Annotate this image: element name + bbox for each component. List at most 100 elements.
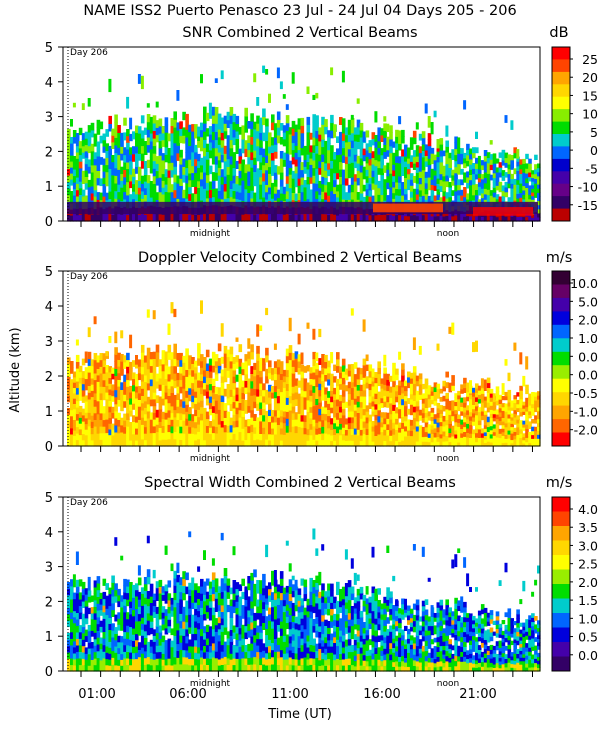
echo-cell	[173, 213, 177, 222]
echo-cell	[356, 418, 361, 425]
echo-cell	[96, 213, 101, 222]
echo-cell	[84, 131, 89, 139]
echo-cell	[415, 420, 420, 427]
echo-cell	[454, 172, 458, 180]
echo-cell	[111, 630, 115, 638]
echo-cell	[167, 213, 172, 222]
echo-cell	[211, 572, 216, 580]
echo-cell	[170, 169, 175, 178]
colorbar-label: 1.0	[578, 331, 598, 346]
echo-cell	[129, 180, 133, 189]
echo-cell	[451, 410, 455, 417]
echo-cell	[531, 430, 535, 436]
echo-cell	[208, 626, 213, 634]
echo-cell	[93, 625, 98, 633]
echo-cell	[504, 434, 509, 439]
echo-cell	[247, 392, 251, 400]
echo-cell	[504, 422, 509, 428]
echo-cell	[158, 439, 163, 447]
echo-cell	[256, 123, 260, 132]
echo-cell	[279, 403, 284, 411]
echo-cell	[321, 360, 325, 368]
echo-cell	[102, 419, 107, 427]
echo-cell	[137, 565, 141, 576]
echo-cell	[176, 379, 180, 387]
echo-cell	[188, 639, 192, 647]
echo-cell	[472, 152, 476, 159]
echo-cell	[167, 184, 172, 193]
echo-cell	[291, 170, 296, 179]
echo-cell	[205, 411, 210, 420]
echo-cell	[161, 398, 166, 406]
echo-cell	[492, 196, 497, 203]
echo-cell	[87, 405, 92, 413]
echo-cell	[271, 422, 275, 429]
echo-cell	[279, 379, 284, 387]
echo-cell	[259, 213, 263, 222]
echo-cell	[188, 439, 192, 447]
echo-cell	[203, 664, 207, 672]
echo-cell	[359, 214, 364, 222]
echo-cell	[498, 399, 503, 404]
echo-cell	[170, 372, 175, 380]
echo-cell	[256, 381, 260, 390]
echo-cell	[312, 213, 316, 222]
echo-cell	[173, 620, 177, 629]
echo-cell	[208, 421, 213, 428]
echo-cell	[203, 147, 207, 157]
echo-cell	[108, 175, 112, 184]
echo-cell	[244, 107, 248, 117]
echo-cell	[448, 196, 452, 203]
echo-cell	[114, 129, 118, 138]
echo-cell	[75, 625, 80, 633]
echo-cell	[120, 368, 124, 376]
echo-cell	[522, 433, 526, 438]
echo-cell	[433, 441, 438, 447]
echo-cell	[507, 389, 512, 395]
echo-cell	[211, 586, 216, 595]
echo-cell	[359, 193, 364, 201]
echo-cell	[146, 591, 151, 599]
echo-cell	[87, 179, 92, 188]
echo-cell	[271, 137, 275, 146]
echo-cell	[288, 147, 293, 155]
echo-cell	[324, 374, 328, 382]
echo-cell	[336, 378, 340, 387]
echo-cell	[365, 440, 370, 447]
echo-cell	[525, 437, 529, 443]
echo-cell	[472, 173, 476, 180]
echo-cell	[247, 213, 251, 222]
echo-cell	[114, 167, 118, 176]
echo-cell	[164, 652, 169, 660]
echo-cell	[513, 342, 517, 351]
echo-cell	[504, 411, 509, 416]
echo-cell	[155, 417, 160, 425]
echo-cell	[117, 432, 121, 440]
echo-cell	[466, 176, 470, 183]
echo-cell	[531, 392, 535, 397]
echo-cell	[140, 431, 145, 440]
echo-cell	[135, 627, 139, 635]
echo-cell	[188, 601, 192, 609]
echo-cell	[395, 194, 399, 202]
echo-cell	[214, 155, 219, 165]
echo-cell	[324, 177, 328, 186]
echo-cell	[137, 139, 142, 148]
echo-cell	[297, 360, 302, 368]
echo-cell	[75, 579, 80, 587]
echo-cell	[339, 406, 343, 413]
echo-cell	[463, 397, 467, 403]
echo-cell	[439, 433, 444, 439]
echo-cell	[486, 441, 491, 447]
echo-cell	[492, 402, 497, 407]
echo-cell	[132, 627, 136, 635]
echo-cell	[303, 384, 308, 392]
echo-cell	[371, 421, 376, 427]
echo-cell	[442, 195, 446, 202]
echo-cell	[510, 442, 514, 447]
echo-cell	[114, 595, 118, 603]
echo-cell	[475, 131, 478, 139]
echo-cell	[132, 146, 136, 155]
echo-cell	[143, 127, 148, 135]
echo-cell	[341, 389, 346, 397]
